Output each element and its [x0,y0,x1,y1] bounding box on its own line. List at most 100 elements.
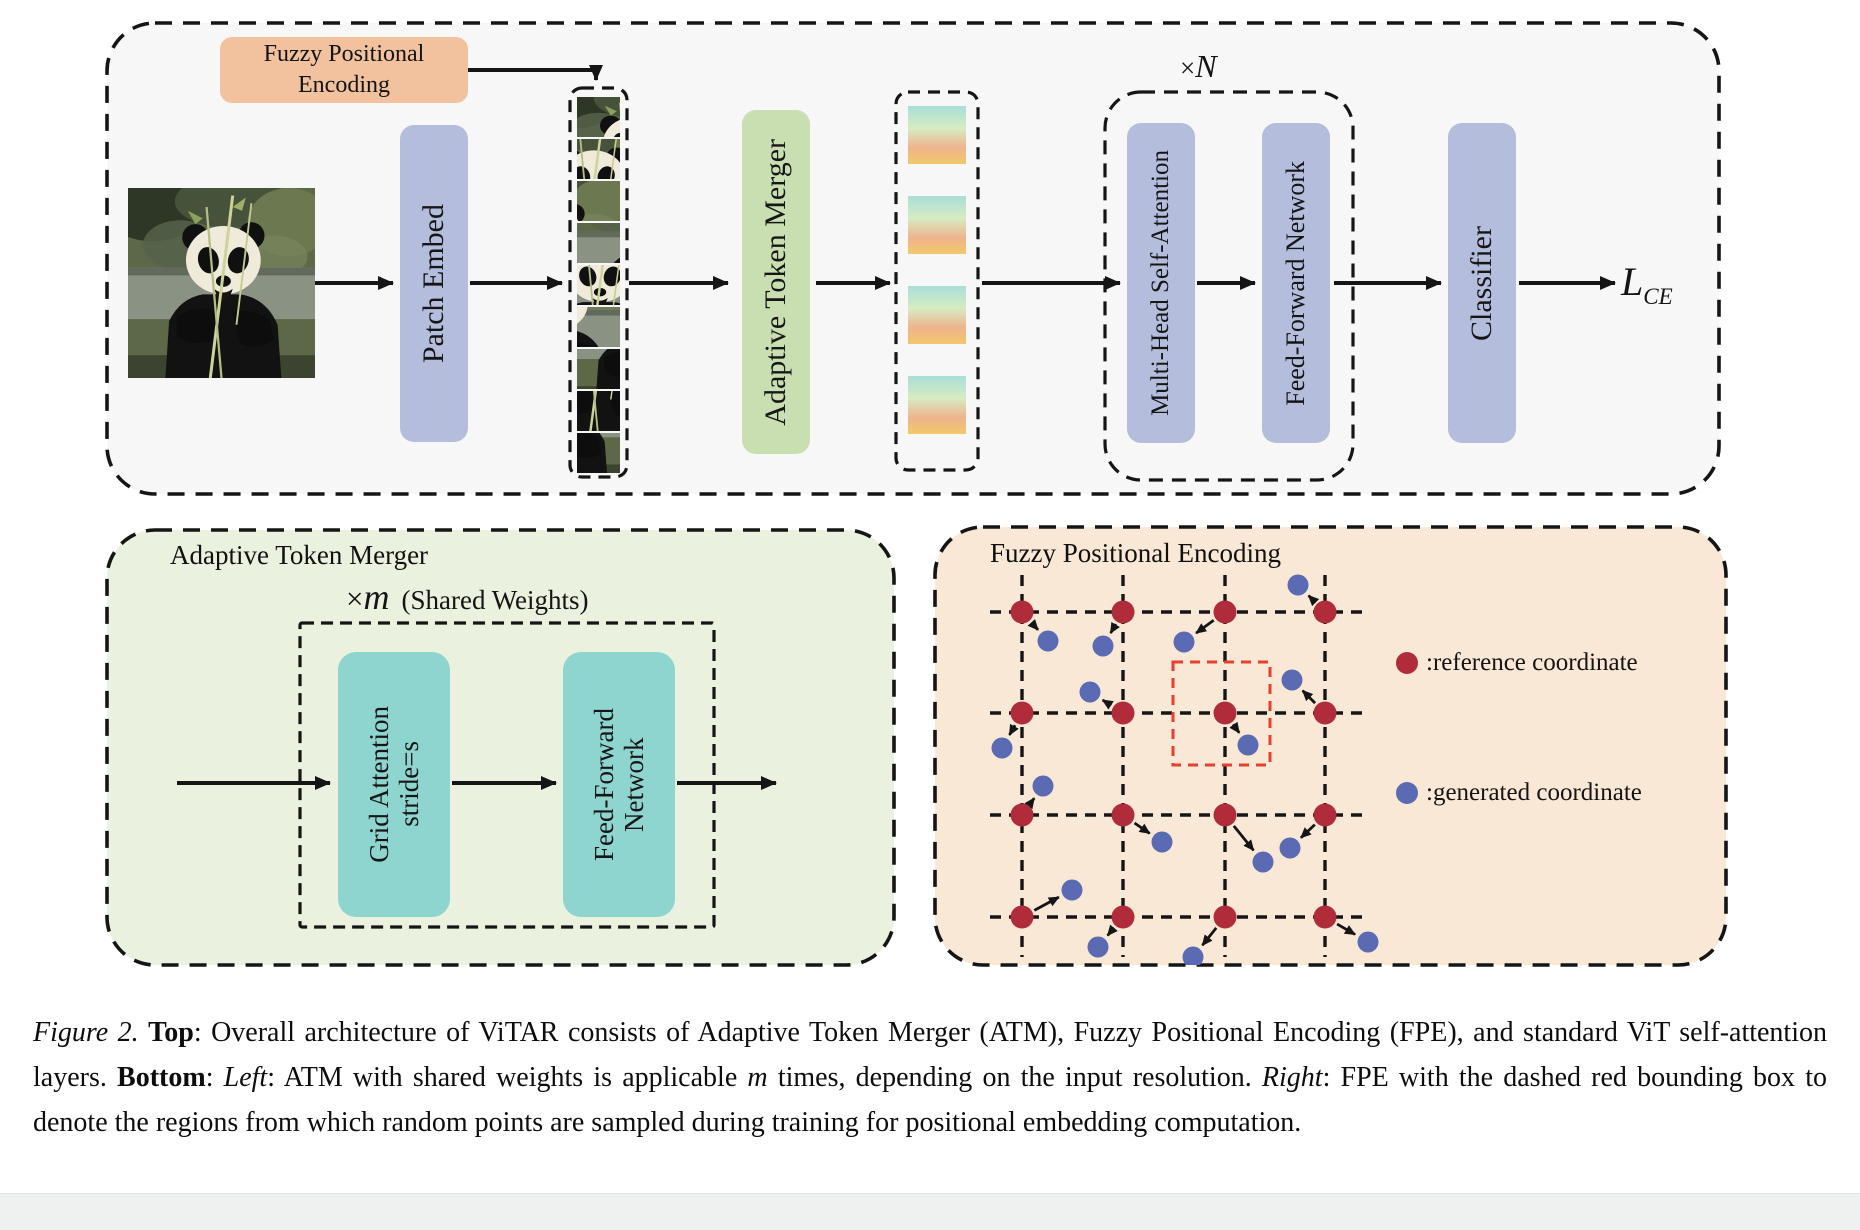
caption-segment: : [205,1062,224,1093]
cross-entropy-loss-label: LCE [1621,258,1673,310]
grid-attention-line2: stride=s [394,741,424,828]
ffn-label: Feed-Forward Network [1281,160,1311,406]
legend-generated-label: :generated coordinate [1426,779,1642,806]
image-patch-tile [577,265,620,305]
panda-input-image [128,188,315,378]
xn-repeat-label: ×N [1180,48,1217,85]
fuzzy-offset-arrow [1133,821,1151,835]
token-embedding-tile [908,376,966,434]
generated-coordinate-dot [1281,669,1303,691]
reference-coordinate-dot [1313,701,1337,725]
image-patch-tile [577,307,620,347]
loss-subscript: CE [1643,284,1673,309]
fuzzy-offset-arrow [1195,619,1215,635]
fpe-grid-diagram [990,574,1379,965]
caption-segment: : ATM with shared weights is applicable [267,1062,748,1093]
fuzzy-offset-arrow [1229,721,1241,734]
caption-segment: Figure 2. [33,1017,149,1048]
patch-strip [577,97,620,473]
reference-coordinate-dot [1213,600,1237,624]
fuzzy-offset-arrow [1033,895,1060,912]
image-patch-tile [577,433,620,473]
multi-head-self-attention-box: Multi-Head Self-Attention [1127,123,1195,443]
caption-segment: : FPE with the dashed red bounding box t… [33,1062,1827,1138]
generated-coordinate-dot-icon [1396,782,1418,804]
times-symbol: × [1180,53,1196,83]
generated-coordinate-dot [1032,775,1054,797]
fuzzy-offset-arrow [1232,825,1255,852]
caption-segment: : Overall architecture of ViTAR consists… [33,1017,1827,1093]
legend-generated: :generated coordinate [1396,779,1642,807]
atm-ffn-line2: Network [619,737,649,832]
reference-coordinate-dot [1313,905,1337,929]
reference-coordinate-dot [1010,803,1034,827]
generated-coordinate-dot [1079,681,1101,703]
generated-coordinate-dot [1237,734,1259,756]
fuzzy-offset-arrow [1106,924,1118,937]
atm-ffn-line1: Feed-Forward [588,708,619,861]
grid-attention-box: Grid Attention stride=s [338,652,450,917]
reference-coordinate-dot [1111,600,1135,624]
legend-reference-label: :reference coordinate [1426,649,1638,676]
image-patch-tile [577,139,620,179]
bottom-band [0,1193,1860,1230]
grid-attention-line1: Grid Attention [363,706,394,863]
fuzzy-offset-arrow [1307,594,1320,607]
fuzzy-offset-arrow [1109,621,1120,634]
fpe-box-line1: Fuzzy Positional [263,40,425,67]
image-patch-tile [577,391,620,431]
token-embedding-tile [908,196,966,254]
adaptive-token-merger-label: Adaptive Token Merger [759,138,793,426]
figure-caption: Figure 2. Top: Overall architecture of V… [33,1010,1827,1145]
repeat-count-n: N [1195,48,1217,84]
caption-segment: Top [148,1017,194,1048]
generated-coordinate-dot [1182,946,1204,965]
reference-coordinate-dot [1213,701,1237,725]
reference-coordinate-dot [1111,701,1135,725]
reference-coordinate-dot [1313,803,1337,827]
caption-segment: times, depending on the input resolution… [767,1062,1262,1093]
image-patch-tile [577,349,620,389]
generated-coordinate-dot [1061,879,1083,901]
patch-embed-label: Patch Embed [417,203,451,364]
token-strip [908,92,966,470]
generated-coordinate-dot [1037,630,1059,652]
generated-coordinate-dot [1087,936,1109,958]
repeat-count-m: m [363,577,390,617]
reference-coordinate-dot [1313,600,1337,624]
fuzzy-offset-arrow [1027,619,1040,631]
classifier-box: Classifier [1448,123,1516,443]
patch-embed-box: Patch Embed [400,125,468,442]
caption-segment: Right [1261,1062,1323,1093]
caption-segment: m [747,1062,768,1093]
loss-base: L [1621,259,1644,304]
fpe-box-line2: Encoding [298,72,390,98]
reference-coordinate-dot [1213,803,1237,827]
fuzzy-offset-arrow [1101,698,1114,710]
classifier-label: Classifier [1465,225,1499,341]
image-patch-tile [577,181,620,221]
generated-coordinate-dot [1279,837,1301,859]
generated-coordinate-dot [1092,635,1114,657]
reference-coordinate-dot [1111,905,1135,929]
generated-coordinate-dot [1173,631,1195,653]
atm-feed-forward-box: Feed-Forward Network [563,652,675,917]
token-embedding-tile [908,106,966,164]
caption-segment: Bottom [117,1062,206,1093]
times-symbol: × [346,581,364,616]
image-patch-tile [577,223,620,263]
atm-panel-title: Adaptive Token Merger [170,540,429,570]
generated-coordinate-dot [991,737,1013,759]
fuzzy-positional-encoding-box: Fuzzy Positional Encoding [220,37,468,103]
feed-forward-network-box: Feed-Forward Network [1262,123,1330,443]
shared-weights-note: (Shared Weights) [401,585,589,615]
legend-reference: :reference coordinate [1396,649,1638,677]
token-embedding-tile [908,286,966,344]
reference-coordinate-dot-icon [1396,652,1418,674]
generated-coordinate-dot [1151,831,1173,853]
mhsa-label: Multi-Head Self-Attention [1147,150,1174,416]
fuzzy-offset-arrow [1024,797,1036,810]
generated-coordinate-dot [1252,851,1274,873]
generated-coordinate-dot [1357,931,1379,953]
